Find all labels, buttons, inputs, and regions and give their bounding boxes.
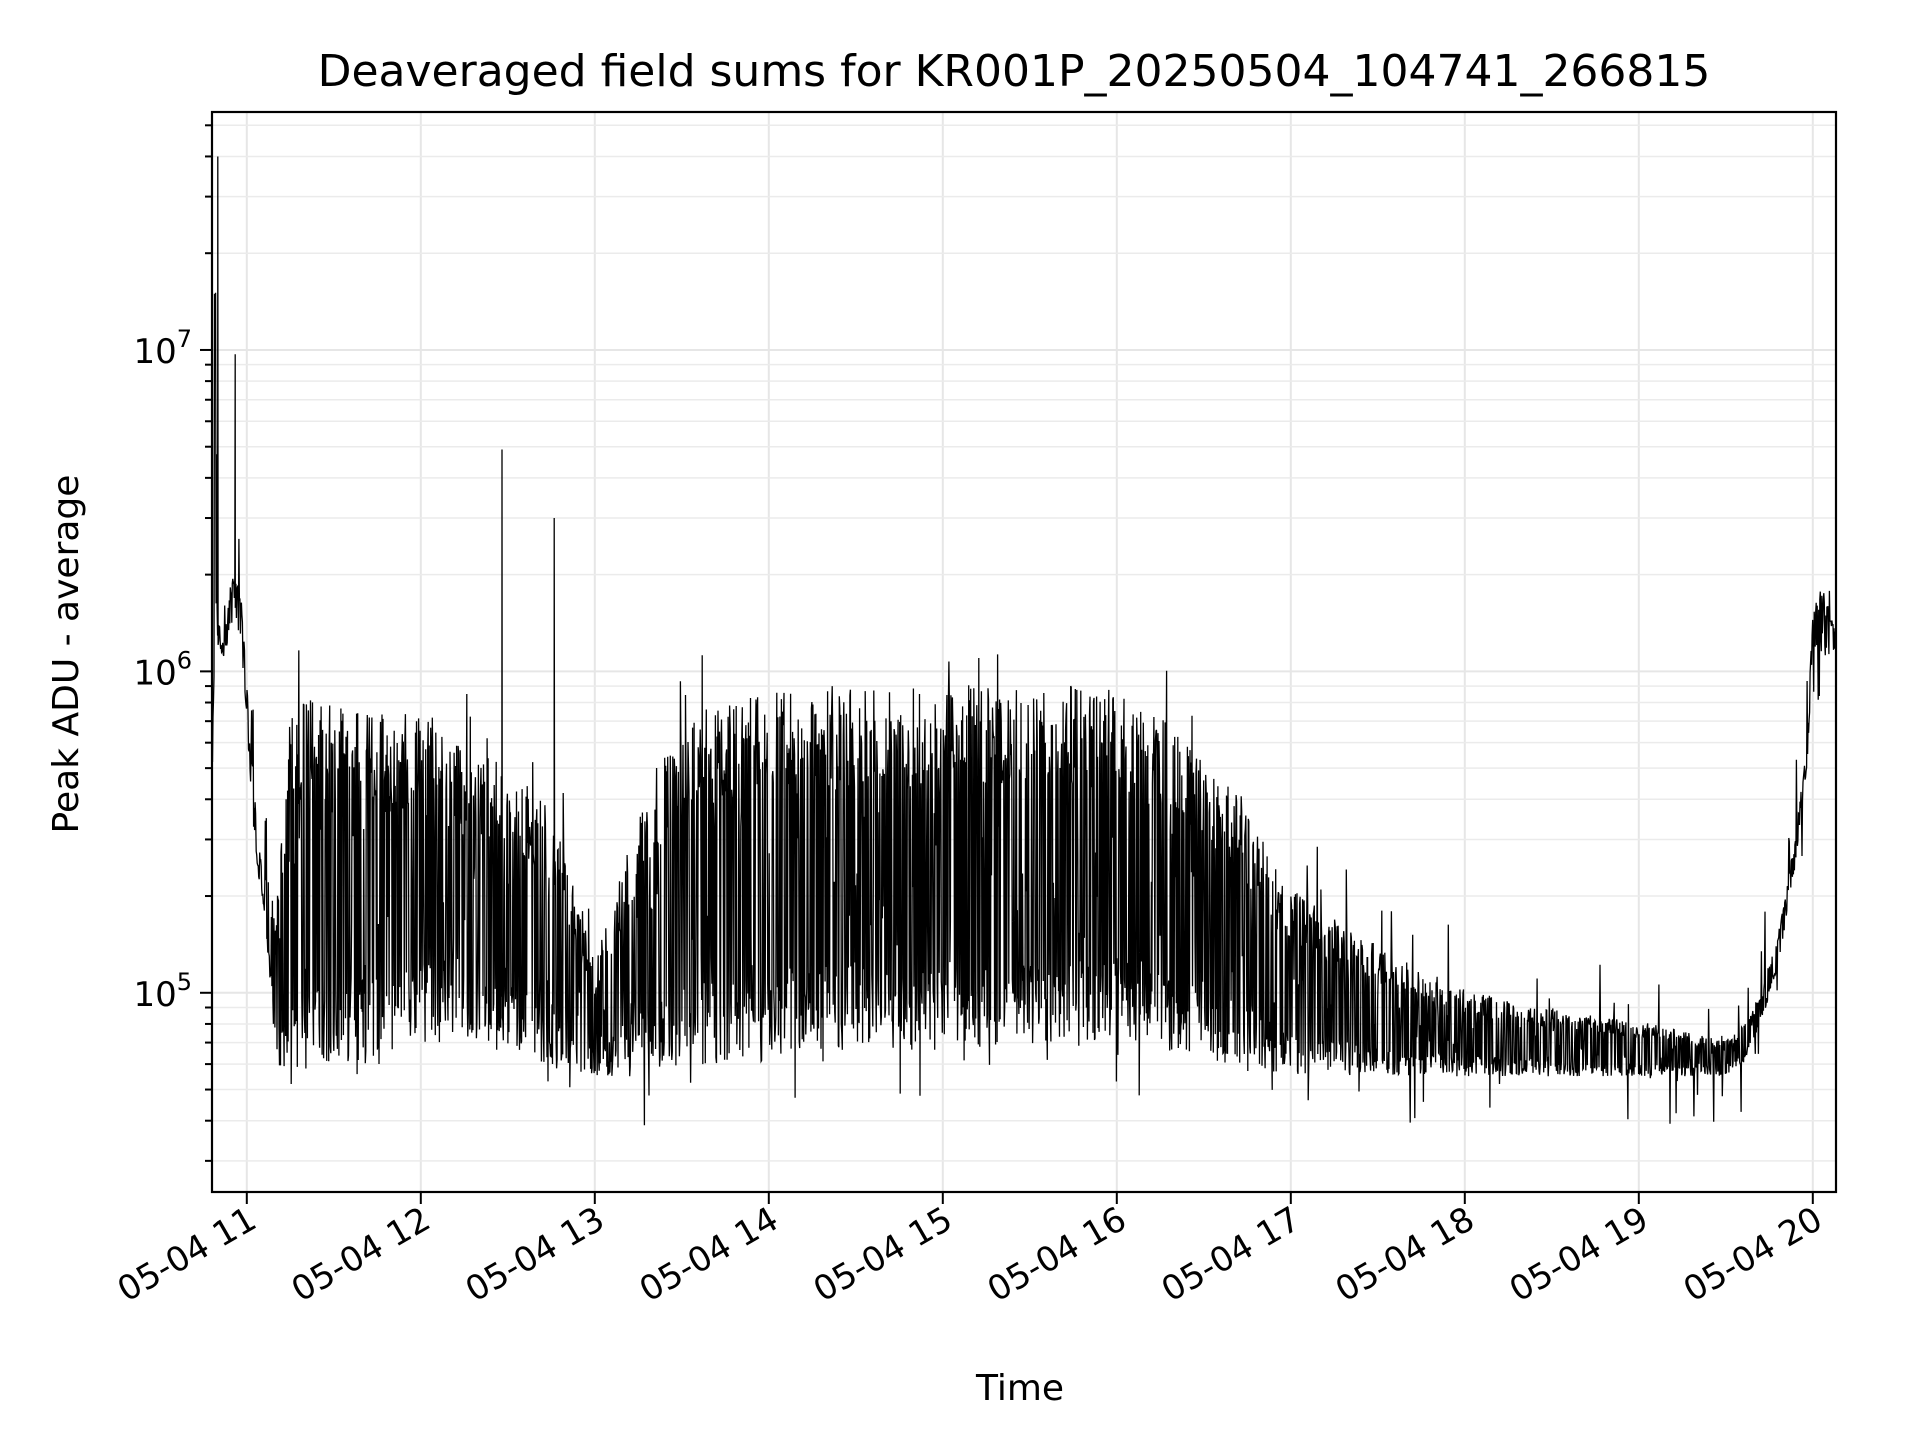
plot-frame <box>210 110 1838 1194</box>
y-axis-label: Peak ADU - average <box>46 475 87 834</box>
series-layer <box>211 156 1837 1126</box>
y-tick-label: 105 <box>133 968 192 1015</box>
x-axis-label: Time <box>975 1368 1064 1409</box>
y-tick-label: 106 <box>133 646 192 693</box>
series-line <box>211 156 1837 1126</box>
y-axis-ticks: 105 106 107 <box>133 124 212 1162</box>
chart-title: Deaveraged field sums for KR001P_2025050… <box>318 46 1711 97</box>
y-tick-label: 107 <box>133 325 192 372</box>
